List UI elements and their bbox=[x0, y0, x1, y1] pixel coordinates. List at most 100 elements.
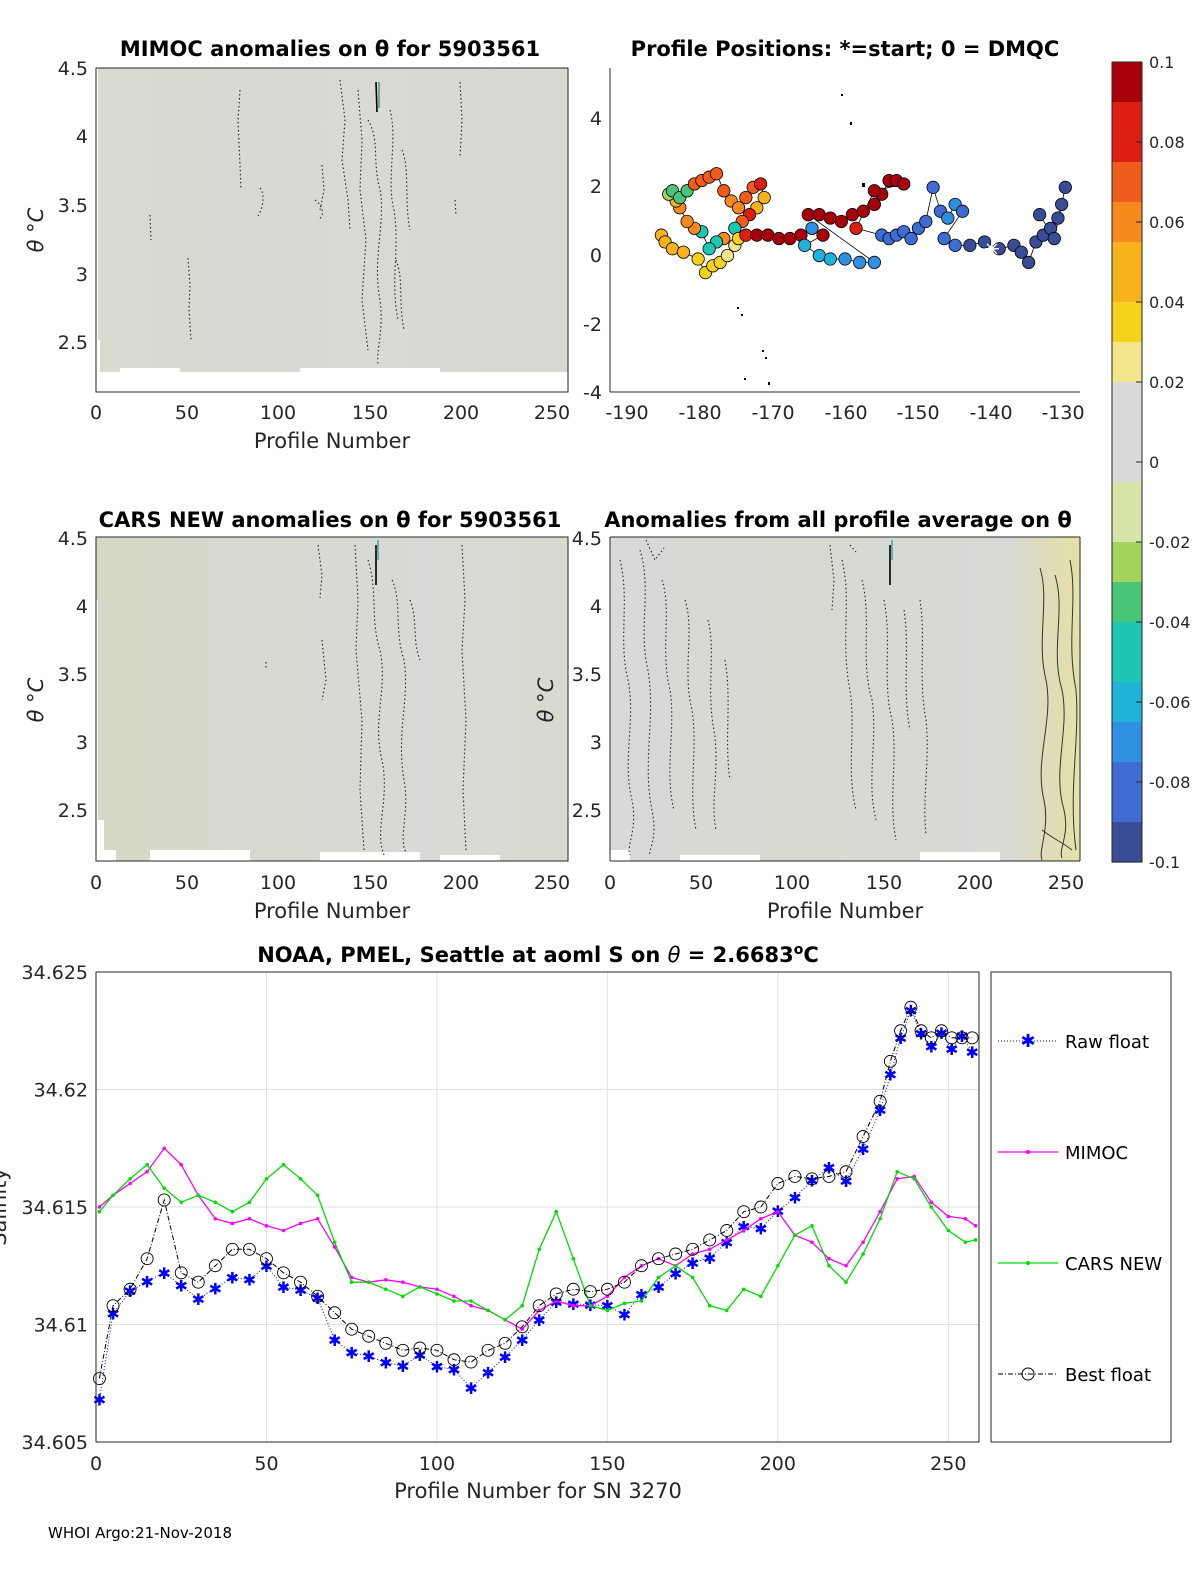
model-point bbox=[349, 1280, 354, 1284]
salinity-xticks: 0 50 100 150 200 250 bbox=[90, 1453, 966, 1475]
positions-title: Profile Positions: *=start; 0 = DMQC bbox=[631, 37, 1060, 61]
legend-item-best: Best float bbox=[998, 1365, 1151, 1386]
allavg-solid-contours bbox=[1039, 559, 1078, 861]
cars-xtick: 250 bbox=[534, 872, 570, 894]
salinity-xtick: 200 bbox=[760, 1453, 796, 1475]
positions-panel: Profile Positions: *=start; 0 = DMQC -19… bbox=[583, 37, 1085, 424]
model-point bbox=[622, 1301, 627, 1306]
colorbar-label: 0.06 bbox=[1149, 213, 1185, 232]
position-marker bbox=[919, 214, 933, 229]
model-point bbox=[776, 1209, 780, 1214]
best-float-point bbox=[532, 1299, 546, 1313]
model-point bbox=[213, 1216, 218, 1221]
mimoc-ytick: 3.5 bbox=[58, 195, 88, 217]
position-marker bbox=[904, 231, 918, 246]
best-float-point bbox=[294, 1275, 308, 1289]
raw-float-point: ✱ bbox=[430, 1357, 443, 1376]
model-point bbox=[366, 1280, 371, 1284]
raw-float-point: ✱ bbox=[955, 1027, 968, 1046]
salinity-xlabel: Profile Number for SN 3270 bbox=[394, 1479, 682, 1503]
raw-float-point: ✱ bbox=[703, 1249, 716, 1268]
position-marker bbox=[812, 248, 826, 263]
mimoc-xtick: 250 bbox=[534, 402, 570, 424]
dot-marker-icon bbox=[1026, 1150, 1030, 1154]
mimoc-xticks: 0 50 100 150 200 250 bbox=[90, 402, 570, 424]
positions-ytick: -4 bbox=[583, 382, 602, 404]
positions-xtick: -170 bbox=[751, 402, 794, 424]
best-float-point bbox=[883, 1054, 897, 1068]
cars-ytick: 3.5 bbox=[58, 664, 88, 686]
best-float-point bbox=[447, 1353, 461, 1367]
raw-float-point: ✱ bbox=[925, 1037, 938, 1056]
position-marker bbox=[1058, 180, 1072, 194]
position-marker bbox=[753, 177, 768, 191]
model-point bbox=[230, 1209, 235, 1214]
raw-float-point: ✱ bbox=[652, 1278, 665, 1297]
salinity-xtick: 100 bbox=[419, 1453, 455, 1475]
raw-float-point: ✱ bbox=[396, 1357, 409, 1376]
position-marker bbox=[717, 184, 731, 198]
positions-xtick: -180 bbox=[678, 402, 721, 424]
model-point bbox=[588, 1303, 593, 1308]
circle-marker-icon bbox=[1021, 1367, 1035, 1381]
colorbar-band bbox=[1112, 262, 1142, 283]
model-point bbox=[571, 1256, 576, 1261]
raw-float-point: ✱ bbox=[754, 1220, 767, 1239]
allavg-ytick: 3.5 bbox=[572, 664, 602, 686]
raw-float-point: ✱ bbox=[965, 1043, 978, 1062]
colorbar-band bbox=[1112, 102, 1142, 123]
colorbar-band bbox=[1112, 82, 1142, 103]
position-marker bbox=[1051, 211, 1065, 225]
salinity-xtick: 0 bbox=[90, 1453, 102, 1475]
best-float-point bbox=[737, 1205, 751, 1219]
salinity-title-value: = 2.6683 bbox=[680, 943, 793, 967]
mimoc-axes-box bbox=[95, 67, 569, 393]
colorbar-band bbox=[1112, 122, 1142, 143]
position-marker bbox=[853, 255, 867, 269]
series-line bbox=[98, 1009, 973, 1400]
best-float-point bbox=[464, 1355, 478, 1369]
model-point bbox=[418, 1285, 422, 1289]
raw-float-point: ✱ bbox=[515, 1331, 528, 1350]
model-point bbox=[946, 1214, 951, 1219]
best-float-point bbox=[191, 1275, 205, 1289]
model-point bbox=[861, 1252, 865, 1256]
model-point bbox=[247, 1216, 252, 1221]
colorbar-band bbox=[1112, 62, 1142, 83]
model-point bbox=[111, 1193, 115, 1198]
best-float-point bbox=[208, 1259, 222, 1273]
model-point bbox=[946, 1228, 951, 1233]
salinity-yticks: 34.605 34.61 34.615 34.62 34.625 bbox=[22, 962, 88, 1454]
cars-panel: CARS NEW anomalies on θ for 5903561 0 50… bbox=[24, 508, 570, 923]
colorbar-band bbox=[1112, 722, 1142, 743]
colorbar-band bbox=[1112, 662, 1142, 683]
raw-float-point: ✱ bbox=[788, 1189, 801, 1208]
cars-xtick: 0 bbox=[90, 872, 102, 894]
salinity-title-unit: C bbox=[803, 943, 818, 967]
allavg-xtick: 150 bbox=[866, 872, 902, 894]
series-line bbox=[98, 1005, 973, 1379]
model-point bbox=[486, 1308, 490, 1313]
raw-float-point: ✱ bbox=[481, 1363, 494, 1382]
colorbar-band bbox=[1112, 742, 1142, 763]
allavg-xtick: 100 bbox=[774, 872, 810, 894]
raw-float-point: ✱ bbox=[260, 1257, 273, 1276]
model-point bbox=[537, 1247, 542, 1252]
best-float-point bbox=[805, 1172, 819, 1186]
series-cars-new bbox=[97, 1162, 978, 1322]
raw-float-point: ✱ bbox=[669, 1265, 682, 1284]
positions-ytick: 2 bbox=[590, 176, 602, 198]
model-point bbox=[844, 1280, 848, 1284]
colorbar-band bbox=[1112, 542, 1142, 563]
raw-float-point: ✱ bbox=[601, 1297, 614, 1316]
raw-float-point: ✱ bbox=[106, 1305, 119, 1324]
colorbar-label: -0.02 bbox=[1149, 533, 1190, 552]
best-float-point bbox=[914, 1024, 928, 1038]
position-marker bbox=[761, 228, 775, 242]
allavg-yticks: 2.5 3 3.5 4 4.5 bbox=[572, 528, 602, 822]
allavg-xtick: 200 bbox=[957, 872, 993, 894]
model-point bbox=[656, 1275, 661, 1280]
model-point bbox=[605, 1308, 610, 1313]
model-point bbox=[401, 1294, 405, 1299]
model-point bbox=[264, 1224, 269, 1228]
